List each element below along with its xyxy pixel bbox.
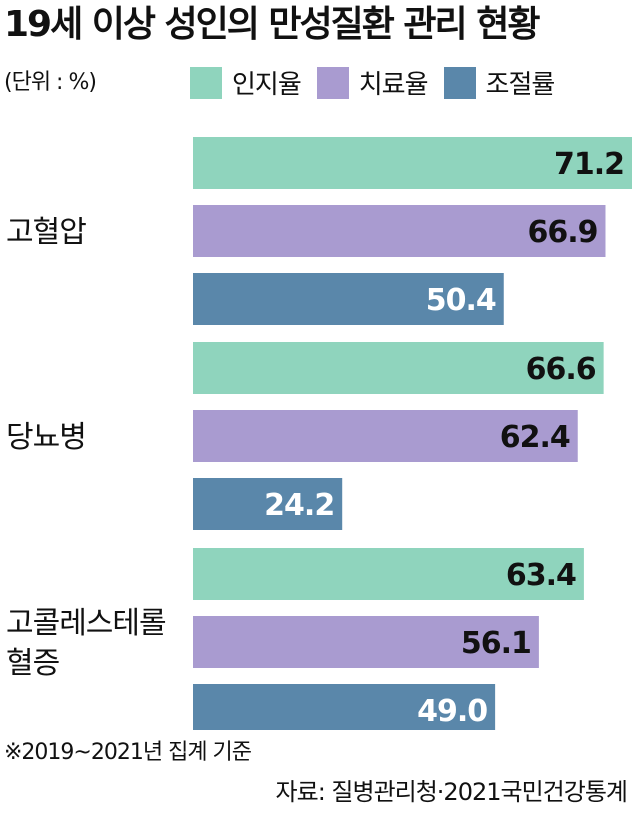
source-note: 자료: 질병관리청·2021국민건강통계 xyxy=(275,778,628,806)
bar xyxy=(193,273,504,325)
data-label: 66.9 xyxy=(527,215,597,250)
legend-item-awareness: 인지율 xyxy=(190,64,302,101)
category-label: 당뇨병 xyxy=(6,420,86,455)
legend-item-treatment: 치료율 xyxy=(316,64,429,101)
category-label: 고혈압 xyxy=(6,215,86,250)
bar xyxy=(193,684,496,730)
data-label: 66.6 xyxy=(526,352,596,387)
data-label: 24.2 xyxy=(264,488,334,523)
bar xyxy=(193,205,606,257)
legend-label-awareness: 인지율 xyxy=(232,70,302,100)
bar xyxy=(193,137,632,189)
data-label: 49.0 xyxy=(417,694,487,729)
data-label: 63.4 xyxy=(506,558,576,593)
legend-swatch-awareness xyxy=(190,66,222,99)
legend-swatch-treatment xyxy=(316,66,349,99)
data-label: 50.4 xyxy=(426,283,496,318)
chart-title: 19세 이상 성인의 만성질환 관리 현황 xyxy=(4,4,540,45)
footnote: ※2019~2021년 집계 기준 xyxy=(4,740,252,765)
category-label: 고콜레스테롤 혈증 xyxy=(6,606,166,681)
data-label: 56.1 xyxy=(461,626,531,661)
bar xyxy=(193,616,539,668)
bar xyxy=(193,342,604,394)
unit-label: (단위 : %) xyxy=(4,70,97,95)
bar xyxy=(193,478,343,530)
data-label: 71.2 xyxy=(554,147,624,182)
legend-label-treatment: 치료율 xyxy=(358,70,429,100)
data-label: 62.4 xyxy=(500,420,570,455)
legend-item-control: 조절률 xyxy=(443,64,556,101)
legend: 인지율 치료율 조절률 xyxy=(190,64,570,101)
bar xyxy=(193,410,578,462)
legend-label-control: 조절률 xyxy=(485,70,556,100)
legend-swatch-control xyxy=(443,66,476,99)
bar-chart: 고혈압 71.2 66.9 50.4 당뇨병 66.6 62.4 24.2 고콜레스테롤 혈증 63… xyxy=(6,137,632,730)
bar xyxy=(193,548,584,600)
